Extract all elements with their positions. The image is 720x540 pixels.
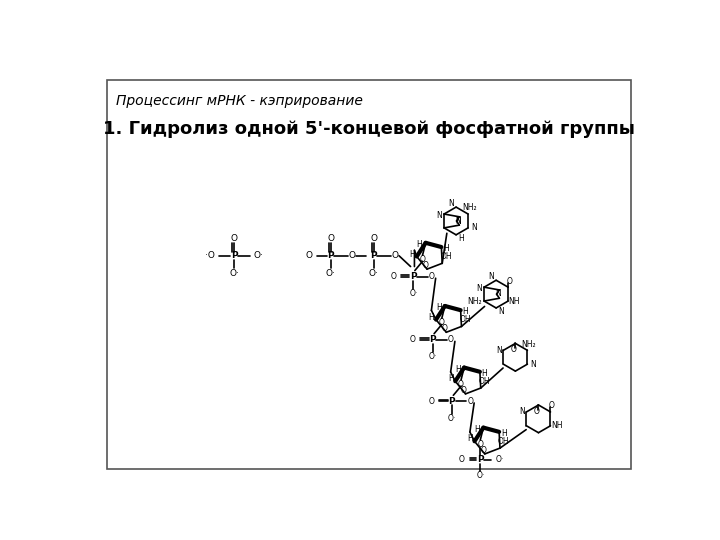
Text: P: P: [370, 251, 377, 260]
Text: H: H: [474, 424, 480, 434]
Text: NH: NH: [551, 421, 562, 430]
Text: O: O: [480, 446, 486, 455]
Text: P: P: [410, 272, 417, 281]
Text: N: N: [449, 199, 454, 208]
Text: H: H: [455, 364, 461, 374]
Text: O·: O·: [253, 251, 264, 260]
Text: H: H: [467, 435, 473, 443]
Text: P: P: [477, 455, 484, 464]
Text: OH: OH: [459, 315, 471, 324]
Text: O: O: [370, 234, 377, 244]
Text: O: O: [467, 397, 473, 406]
Text: 1. Гидролиз одной 5'-концевой фосфатной группы: 1. Гидролиз одной 5'-концевой фосфатной …: [103, 120, 635, 138]
Text: H: H: [462, 307, 468, 316]
Text: O: O: [327, 234, 334, 244]
Text: O: O: [429, 397, 435, 406]
Text: O: O: [390, 272, 397, 281]
Text: N: N: [477, 284, 482, 293]
Text: O: O: [439, 319, 445, 327]
Text: H: H: [482, 369, 487, 378]
Text: H: H: [448, 374, 454, 383]
Text: O·: O·: [325, 269, 336, 278]
Text: O·: O·: [428, 352, 437, 361]
Text: NH₂: NH₂: [521, 340, 536, 349]
Text: O: O: [511, 345, 517, 354]
Text: N: N: [455, 217, 461, 226]
Text: O·: O·: [409, 289, 418, 298]
Text: H: H: [417, 240, 423, 249]
Text: O·: O·: [495, 455, 504, 464]
Text: O: O: [534, 407, 540, 416]
Text: O: O: [429, 272, 435, 281]
Text: H: H: [501, 429, 507, 438]
Text: OH: OH: [479, 376, 490, 386]
Text: O: O: [507, 276, 513, 286]
Text: N: N: [495, 289, 500, 298]
Text: O·: O·: [229, 269, 239, 278]
Text: N: N: [436, 211, 442, 220]
Text: O: O: [458, 380, 464, 389]
Text: H: H: [436, 303, 441, 312]
Text: H: H: [409, 249, 415, 259]
Text: O: O: [477, 440, 483, 449]
Text: O: O: [459, 455, 465, 464]
Text: O: O: [348, 251, 356, 260]
Text: N: N: [489, 272, 495, 281]
Text: P: P: [449, 397, 455, 406]
Text: N: N: [531, 360, 536, 369]
Text: O: O: [448, 335, 454, 345]
Text: NH₂: NH₂: [462, 204, 477, 212]
Text: N: N: [498, 307, 503, 316]
Text: OH: OH: [440, 252, 452, 261]
Text: NH: NH: [508, 296, 520, 306]
Text: O: O: [392, 251, 399, 260]
Text: O·: O·: [448, 414, 456, 423]
Text: O: O: [410, 335, 415, 345]
Text: Процессинг мРНК - кэприрование: Процессинг мРНК - кэприрование: [117, 94, 364, 108]
Text: H: H: [458, 234, 464, 243]
Text: N: N: [472, 224, 477, 232]
Text: O: O: [461, 386, 467, 395]
Text: O·: O·: [369, 269, 379, 278]
Text: N: N: [455, 216, 461, 225]
Text: OH: OH: [498, 436, 510, 446]
Text: N: N: [519, 407, 525, 416]
Text: O: O: [420, 255, 426, 264]
Text: P: P: [327, 251, 334, 260]
Text: O: O: [549, 401, 555, 410]
Text: O: O: [423, 261, 428, 270]
Text: O: O: [230, 234, 238, 244]
Text: P: P: [429, 335, 436, 345]
Text: NH₂: NH₂: [467, 296, 482, 306]
Text: H: H: [443, 244, 449, 253]
Text: H: H: [428, 313, 434, 322]
Text: O: O: [306, 251, 312, 260]
Text: P: P: [231, 251, 238, 260]
Text: ·O: ·O: [205, 251, 215, 260]
Text: N: N: [496, 346, 502, 355]
Text: O·: O·: [476, 471, 485, 480]
Text: O: O: [442, 324, 448, 333]
